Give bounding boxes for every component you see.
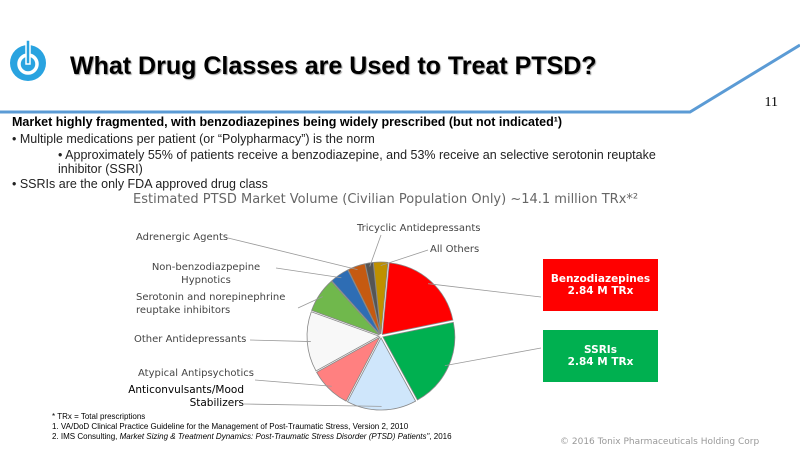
leader-line <box>428 283 542 298</box>
footnotes: * TRx = Total prescriptions 1. VA/DoD Cl… <box>52 412 452 442</box>
callout-value: 2.84 M TRx <box>567 356 634 368</box>
chart-title: Estimated PTSD Market Volume (Civilian P… <box>133 192 639 207</box>
pie-slice-benzodiazepines <box>381 262 454 336</box>
pie-slice-ssris <box>382 321 456 401</box>
callout-name: Benzodiazepines <box>550 273 651 285</box>
leader-line <box>249 339 311 342</box>
label-all-others: All Others <box>430 244 480 255</box>
leader-line <box>275 267 342 279</box>
footnote-1: 1. VA/DoD Clinical Practice Guideline fo… <box>52 422 409 431</box>
pie-slice-adrenergic-agents <box>347 263 381 335</box>
label-atypical: Atypical Antipsychotics <box>138 368 254 379</box>
callout-benzodiazepines: Benzodiazepines 2.84 M TRx <box>543 259 658 311</box>
label-snri: Serotonin and norepinephrine reuptake in… <box>136 292 286 316</box>
leader-line <box>297 296 323 309</box>
header-decoration <box>0 39 800 114</box>
callout-name: SSRIs <box>584 344 617 356</box>
callout-ssris: SSRIs 2.84 M TRx <box>543 330 658 382</box>
sub-bullet: • Approximately 55% of patients receive … <box>58 148 656 176</box>
slide-title: What Drug Classes are Used to Treat PTSD… <box>70 52 597 80</box>
leader-line <box>380 249 429 266</box>
leader-line <box>444 347 542 366</box>
pie-slice-non-benzodiazpepine-hypnotics <box>331 269 381 335</box>
label-adrenergic: Adrenergic Agents <box>136 232 229 243</box>
label-other-antidepressants: Other Antidepressants <box>134 334 247 345</box>
callout-value: 2.84 M TRx <box>567 285 634 297</box>
pie-slice-anticonvulsants-mood-stabilizers <box>346 337 417 411</box>
leader-line <box>227 237 358 271</box>
headline: Market highly fragmented, with benzodiaz… <box>12 115 563 129</box>
copyright: © 2016 Tonix Pharmaceuticals Holding Cor… <box>560 437 760 447</box>
pie-slice-all-others <box>373 261 389 335</box>
leader-line <box>243 403 382 407</box>
footnote-2: 2. IMS Consulting, Market Sizing & Treat… <box>52 432 452 442</box>
leader-line <box>369 234 382 267</box>
label-tricyclic: Tricyclic Antidepressants <box>357 223 481 234</box>
pie-slice-serotonin-and-norepinephrine-reuptake-inhibitors <box>311 280 380 336</box>
footnote-trx: * TRx = Total prescriptions <box>52 412 146 421</box>
footnote-2-title: Market Sizing & Treatment Dynamics: Post… <box>119 432 430 441</box>
label-anticonvulsants: Anticonvulsants/Mood Stabilizers <box>128 384 244 409</box>
pie-slice-atypical-antipsychotics <box>316 336 381 402</box>
bullet: • Multiple medications per patient (or “… <box>12 132 375 146</box>
leader-line <box>254 379 332 387</box>
footnote-2-suffix: , 2016 <box>429 432 452 441</box>
bullet: • SSRIs are the only FDA approved drug c… <box>12 177 268 191</box>
footnote-2-prefix: 2. IMS Consulting, <box>52 432 120 441</box>
slide-number: 11 <box>764 95 778 110</box>
label-nonbenzo: Non-benzodiazpepine Hypnotics <box>151 262 261 286</box>
power-icon <box>10 39 46 81</box>
